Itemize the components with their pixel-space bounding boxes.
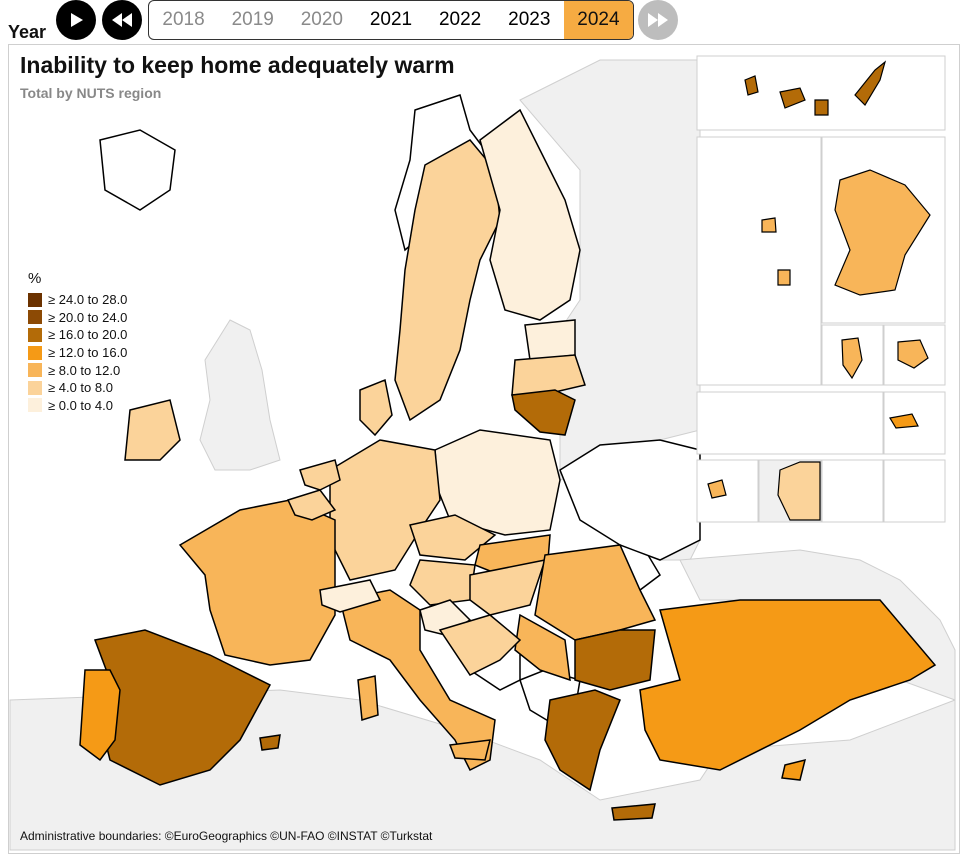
legend-swatch (28, 345, 42, 360)
legend-swatch (28, 310, 42, 325)
inset-madeira (889, 413, 919, 429)
region-bulgaria (574, 629, 656, 691)
inset-canaries-3 (814, 99, 829, 116)
legend-swatch (28, 327, 42, 342)
region-netherlands (299, 459, 341, 491)
legend-item: ≥ 0.0 to 4.0 (28, 397, 127, 415)
region-hungary (469, 559, 547, 616)
legend-item: ≥ 24.0 to 28.0 (28, 291, 127, 309)
iceland-no-data (99, 129, 176, 211)
region-croatia (438, 614, 522, 676)
inset-canaries-4 (854, 60, 887, 106)
inset-panels (696, 55, 946, 523)
region-romania (534, 544, 657, 641)
legend-label: ≥ 0.0 to 4.0 (48, 397, 113, 413)
year-2020[interactable]: 2020 (300, 9, 343, 30)
legend-label: ≥ 20.0 to 24.0 (48, 309, 128, 325)
year-label: Year (8, 22, 47, 42)
year-2023[interactable]: 2023 (508, 9, 551, 30)
legend-item: ≥ 12.0 to 16.0 (28, 344, 127, 362)
year-selector: 2018 2019 2020 2021 2022 2023 2024 (148, 0, 634, 40)
regions (79, 108, 937, 821)
year-2018[interactable]: 2018 (162, 9, 205, 30)
rewind-icon (112, 13, 132, 27)
legend-label: ≥ 4.0 to 8.0 (48, 380, 113, 396)
ukraine-no-data (559, 439, 701, 561)
legend-swatch (28, 398, 42, 413)
region-latvia (511, 354, 586, 396)
region-denmark (359, 378, 393, 437)
year-2021[interactable]: 2021 (369, 9, 413, 30)
year-2022[interactable]: 2022 (438, 9, 482, 30)
region-austria (409, 559, 476, 606)
legend-label: ≥ 8.0 to 12.0 (48, 362, 121, 378)
map-subtitle: Total by NUTS region (20, 85, 162, 101)
credits: Administrative boundaries: ©EuroGeograph… (20, 829, 433, 843)
legend-label: ≥ 24.0 to 28.0 (48, 292, 128, 308)
fast-forward-button[interactable] (638, 0, 678, 40)
region-france (178, 499, 336, 666)
play-button[interactable] (56, 0, 96, 40)
legend-item: ≥ 4.0 to 8.0 (28, 379, 127, 397)
region-sicily (448, 739, 491, 761)
legend-item: ≥ 16.0 to 20.0 (28, 326, 127, 344)
legend-label: ≥ 12.0 to 16.0 (48, 345, 128, 361)
inset-liechtenstein (777, 461, 821, 521)
region-cyprus (781, 758, 807, 781)
inset-guyane (834, 169, 931, 296)
region-crete (611, 803, 656, 821)
region-turkey (639, 599, 937, 771)
legend-swatch (28, 363, 42, 378)
region-portugal (79, 669, 121, 762)
inset-canaries-1 (744, 75, 759, 96)
legend-label: ≥ 16.0 to 20.0 (48, 327, 128, 343)
inset-canaries-2 (779, 87, 806, 109)
region-estonia (524, 319, 576, 361)
inset-mayotte (841, 337, 863, 380)
inset-guadeloupe (761, 217, 777, 233)
region-belgium (286, 489, 337, 521)
inset-malta (707, 479, 727, 499)
region-ireland (124, 399, 181, 461)
region-poland (434, 429, 561, 536)
rewind-button[interactable] (102, 0, 142, 40)
legend-swatch (28, 380, 42, 395)
inset-reunion (897, 339, 929, 369)
legend-item: ≥ 20.0 to 24.0 (28, 309, 127, 327)
legend-unit: % (28, 270, 42, 287)
year-2024[interactable]: 2024 (563, 1, 633, 39)
legend-swatch (28, 292, 42, 307)
region-finland (479, 108, 581, 321)
region-germany (329, 439, 441, 581)
region-greece (544, 689, 621, 792)
inset-regions (707, 60, 931, 521)
legend-item: ≥ 8.0 to 12.0 (28, 361, 127, 379)
legend: % ≥ 24.0 to 28.0 ≥ 20.0 to 24.0 ≥ 16.0 t… (28, 270, 127, 414)
play-icon (71, 13, 83, 27)
map-title: Inability to keep home adequately warm (20, 52, 455, 78)
region-lithuania (511, 389, 576, 436)
region-switzerland (319, 579, 382, 613)
inset-martinique (777, 269, 791, 286)
region-sardinia (357, 675, 379, 721)
region-balearic (259, 734, 281, 751)
year-2019[interactable]: 2019 (231, 9, 274, 30)
fast-forward-icon (648, 13, 668, 27)
